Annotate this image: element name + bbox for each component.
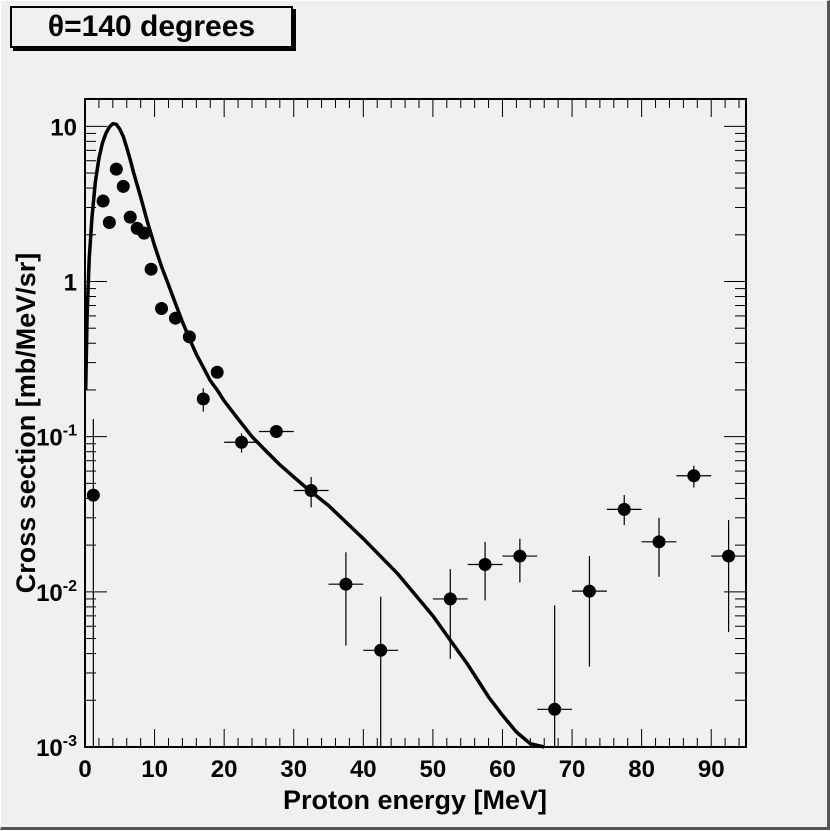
chart-title: θ=140 degrees bbox=[10, 6, 293, 48]
data-point bbox=[182, 330, 196, 344]
data-point bbox=[109, 162, 123, 176]
data-point bbox=[548, 702, 562, 716]
y-tick-label: 10 bbox=[50, 114, 77, 141]
data-point bbox=[687, 469, 701, 483]
x-tick-label: 60 bbox=[489, 756, 516, 783]
data-point bbox=[155, 301, 169, 315]
data-point bbox=[102, 215, 116, 229]
x-tick-label: 30 bbox=[280, 756, 307, 783]
y-tick-label: 10-2 bbox=[36, 578, 77, 607]
data-point bbox=[116, 179, 130, 193]
data-point bbox=[582, 584, 596, 598]
data-point bbox=[652, 535, 666, 549]
x-tick-label: 50 bbox=[420, 756, 447, 783]
theory-curve bbox=[83, 121, 545, 749]
y-axis-label: Cross section [mb/MeV/sr] bbox=[11, 253, 41, 594]
data-point bbox=[513, 549, 527, 563]
data-point bbox=[210, 365, 224, 379]
y-tick-label: 10-1 bbox=[36, 423, 77, 452]
data-point bbox=[235, 435, 249, 449]
x-tick-label: 20 bbox=[211, 756, 238, 783]
data-point bbox=[269, 424, 283, 438]
data-point bbox=[443, 592, 457, 606]
data-point bbox=[86, 488, 100, 502]
data-point bbox=[478, 558, 492, 572]
data-point bbox=[374, 643, 388, 657]
y-tick-label: 10-3 bbox=[36, 733, 77, 762]
plot-frame bbox=[84, 98, 747, 748]
x-tick-label: 70 bbox=[559, 756, 586, 783]
x-tick-label: 90 bbox=[698, 756, 725, 783]
data-point bbox=[304, 483, 318, 497]
y-tick-label: 1 bbox=[64, 269, 77, 296]
data-point bbox=[96, 194, 110, 208]
x-tick-label: 0 bbox=[78, 756, 91, 783]
x-axis-label: Proton energy [MeV] bbox=[283, 785, 547, 815]
x-tick-label: 40 bbox=[350, 756, 377, 783]
data-point bbox=[137, 226, 151, 240]
data-point bbox=[168, 311, 182, 325]
data-point bbox=[123, 210, 137, 224]
x-tick-label: 10 bbox=[141, 756, 168, 783]
data-point bbox=[144, 262, 158, 276]
data-point bbox=[339, 577, 353, 591]
data-point bbox=[617, 502, 631, 516]
chart-marks bbox=[83, 121, 746, 749]
data-point bbox=[196, 392, 210, 406]
axes: 0 10 20 30 40 50 60 70 80 90 10 1 10-1 10-2 10-3 bbox=[36, 99, 746, 783]
data-point bbox=[722, 549, 736, 563]
x-tick-label: 80 bbox=[628, 756, 655, 783]
